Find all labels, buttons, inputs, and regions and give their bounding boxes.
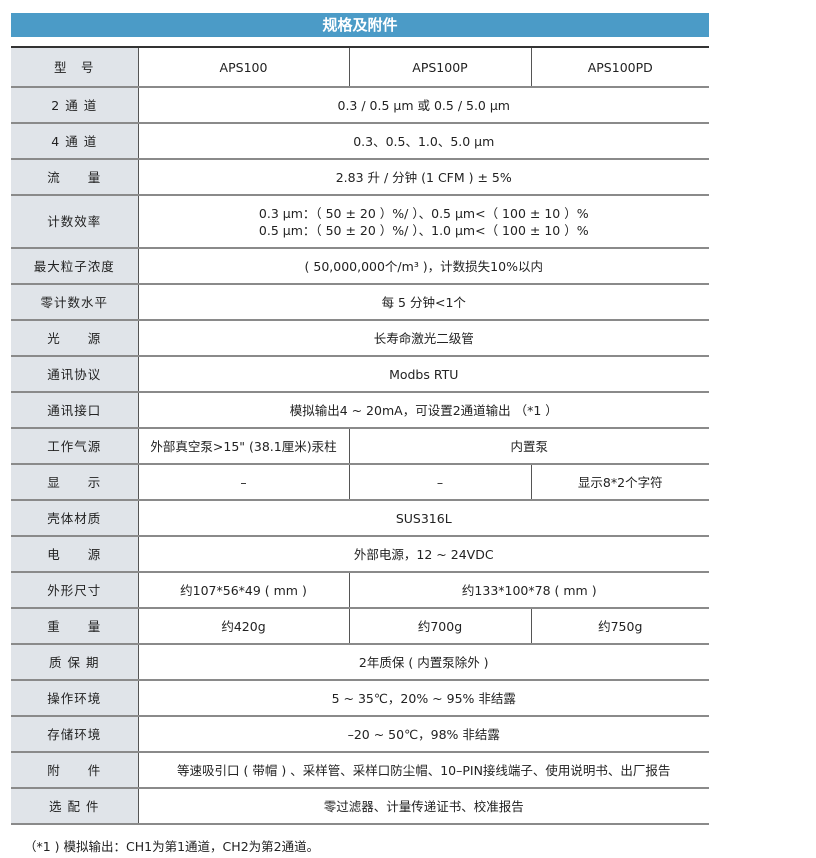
table-row: 显 示 – – 显示8*2个字符 [11, 464, 709, 501]
row-value: – [348, 464, 531, 501]
row-label: 2 通 道 [11, 87, 139, 124]
row-value: 长寿命激光二级管 [137, 320, 709, 357]
row-value: 等速吸引口 ( 带帽 ) 、采样管、采样口防尘帽、10–PIN接线端子、使用说明… [137, 752, 709, 789]
row-label: 操作环境 [11, 680, 139, 717]
row-label: 流 量 [11, 159, 139, 196]
row-label: 4 通 道 [11, 123, 139, 160]
row-label: 存储环境 [11, 716, 139, 753]
row-value: APS100PD [530, 47, 709, 88]
row-label: 电 源 [11, 536, 139, 573]
row-label: 显 示 [11, 464, 139, 501]
row-value: –20 ~ 50℃，98% 非结露 [137, 716, 709, 753]
table-row: 光 源长寿命激光二级管 [11, 320, 709, 357]
row-label: 最大粒子浓度 [11, 248, 139, 285]
row-value: Modbs RTU [137, 356, 709, 393]
table-row: 通讯协议 Modbs RTU [11, 356, 709, 393]
table-row: 通讯接口 模拟输出4 ~ 20mA，可设置2通道输出 （*1 ） [11, 392, 709, 429]
row-label: 工作气源 [11, 428, 139, 465]
row-label: 质 保 期 [11, 644, 139, 681]
row-value: 2.83 升 / 分钟 (1 CFM ) ± 5% [137, 159, 709, 196]
table-row: 操作环境 5 ~ 35℃，20% ~ 95% 非结露 [11, 680, 709, 717]
row-value: 内置泵 [348, 428, 709, 465]
row-label: 外形尺寸 [11, 572, 139, 609]
row-value: APS100 [137, 47, 349, 88]
row-value: 外部电源，12 ~ 24VDC [137, 536, 709, 573]
row-value: 0.3 μm：（ 50 ± 20 ）%/ ）、0.5 μm<（ 100 ± 10… [137, 195, 709, 249]
row-label: 计数效率 [11, 195, 139, 249]
row-label: 零计数水平 [11, 284, 139, 321]
table-row: 计数效率 0.3 μm：（ 50 ± 20 ）%/ ）、0.5 μm<（ 100 … [11, 195, 709, 249]
spec-table: 型 号 APS100 APS100P APS100PD 2 通 道 0.3 / 0.5 μ… [11, 46, 709, 825]
row-value: 约420g [137, 608, 349, 645]
row-value: 外部真空泵>15" (38.1厘米)汞柱 [137, 428, 349, 465]
value-line: 0.5 μm：（ 50 ± 20 ）%/ ）、1.0 μm<（ 100 ± 10… [258, 222, 589, 238]
table-row: 外形尺寸 约107*56*49 ( mm ) 约133*100*78 ( mm ) [11, 572, 709, 609]
value-line: 0.3 μm：（ 50 ± 20 ）%/ ）、0.5 μm<（ 100 ± 10… [258, 205, 589, 221]
table-row: 重 量约420g 约700g 约750g [11, 608, 709, 645]
row-value: APS100P [348, 47, 531, 88]
row-value: 2年质保 ( 内置泵除外 ) [137, 644, 709, 681]
table-row: 壳体材质 SUS316L [11, 500, 709, 537]
row-value: 每 5 分钟<1个 [137, 284, 709, 321]
table-row: 零计数水平每 5 分钟<1个 [11, 284, 709, 321]
row-value: – [137, 464, 349, 501]
table-row: 最大粒子浓度( 50,000,000个/m³ )，计数损失10%以内 [11, 248, 709, 285]
row-value: 约133*100*78 ( mm ) [348, 572, 709, 609]
row-value: 5 ~ 35℃，20% ~ 95% 非结露 [137, 680, 709, 717]
table-row: 选 配 件零过滤器、计量传递证书、校准报告 [11, 788, 709, 825]
row-value: SUS316L [137, 500, 709, 537]
row-label: 通讯协议 [11, 356, 139, 393]
table-row: 电 源外部电源，12 ~ 24VDC [11, 536, 709, 573]
row-value: 约700g [348, 608, 531, 645]
row-label: 选 配 件 [11, 788, 139, 825]
row-value: ( 50,000,000个/m³ )，计数损失10%以内 [137, 248, 709, 285]
table-row: 质 保 期 2年质保 ( 内置泵除外 ) [11, 644, 709, 681]
row-value: 0.3 / 0.5 μm 或 0.5 / 5.0 μm [137, 87, 709, 124]
row-value: 约107*56*49 ( mm ) [137, 572, 349, 609]
row-value: 0.3、0.5、1.0、5.0 μm [137, 123, 709, 160]
table-row: 存储环境 –20 ~ 50℃，98% 非结露 [11, 716, 709, 753]
row-value: 零过滤器、计量传递证书、校准报告 [137, 788, 709, 825]
row-value: 模拟输出4 ~ 20mA，可设置2通道输出 （*1 ） [137, 392, 709, 429]
row-label: 通讯接口 [11, 392, 139, 429]
table-row: 型 号 APS100 APS100P APS100PD [11, 47, 709, 88]
table-row: 附 件等速吸引口 ( 带帽 ) 、采样管、采样口防尘帽、10–PIN接线端子、使… [11, 752, 709, 789]
table-row: 4 通 道 0.3、0.5、1.0、5.0 μm [11, 123, 709, 160]
row-label: 壳体材质 [11, 500, 139, 537]
section-title: 规格及附件 [11, 13, 709, 37]
footnote: （*1 ) 模拟输出：CH1为第1通道，CH2为第2通道。 [24, 839, 320, 854]
table-row: 2 通 道 0.3 / 0.5 μm 或 0.5 / 5.0 μm [11, 87, 709, 124]
row-label: 重 量 [11, 608, 139, 645]
row-value: 约750g [530, 608, 709, 645]
table-row: 流 量 2.83 升 / 分钟 (1 CFM ) ± 5% [11, 159, 709, 196]
row-label: 附 件 [11, 752, 139, 789]
row-value: 显示8*2个字符 [530, 464, 709, 501]
row-label: 型 号 [11, 47, 139, 88]
table-row: 工作气源 外部真空泵>15" (38.1厘米)汞柱 内置泵 [11, 428, 709, 465]
row-label: 光 源 [11, 320, 139, 357]
